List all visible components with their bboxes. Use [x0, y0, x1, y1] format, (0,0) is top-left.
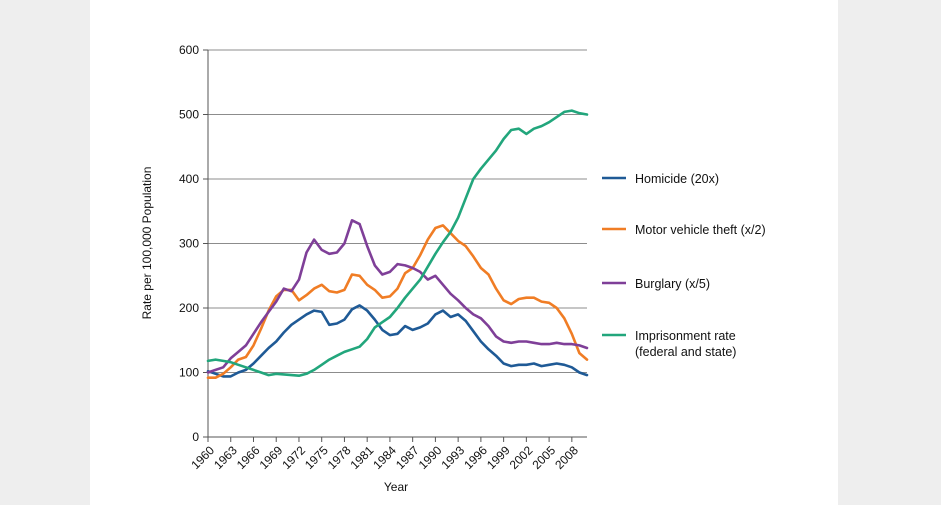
series-line-1 [206, 224, 589, 380]
x-tick-label: 2008 [552, 443, 581, 472]
y-axis-ticks: 0 100 200 300 400 500 600 [179, 43, 208, 444]
x-tick-label: 1966 [234, 443, 263, 472]
x-tick-label: 1996 [461, 443, 490, 472]
y-tick-label: 500 [179, 108, 199, 122]
y-axis-label: Rate per 100,000 Population [140, 167, 154, 320]
x-tick-label: 1987 [393, 443, 422, 472]
legend-label: Homicide (20x) [635, 172, 719, 186]
x-tick-label: 1990 [416, 443, 445, 472]
x-tick-label: 1975 [302, 443, 331, 472]
series-lines [206, 109, 589, 380]
legend-label: Motor vehicle theft (x/2) [635, 223, 766, 237]
x-tick-label: 1960 [188, 443, 217, 472]
x-tick-label: 1972 [279, 443, 308, 472]
x-tick-label: 2005 [529, 443, 558, 472]
x-axis-ticks: 1960196319661969197219751978198119841987… [188, 437, 581, 472]
x-tick-label: 1999 [484, 443, 513, 472]
y-tick-label: 400 [179, 172, 199, 186]
series-line-0 [206, 304, 589, 378]
x-tick-label: 2002 [507, 443, 536, 472]
series-line-2 [206, 219, 589, 374]
chart-page: 0 100 200 300 400 500 600 1960 1963 1966 1969 1972… [90, 0, 838, 505]
x-tick-label: 1984 [370, 443, 399, 472]
legend: Homicide (20x) Motor vehicle theft (x/2) B… [602, 172, 766, 359]
x-tick-label: 1981 [348, 443, 377, 472]
legend-label: (federal and state) [635, 345, 736, 359]
y-tick-label: 200 [179, 301, 199, 315]
x-tick-label: 1969 [257, 443, 286, 472]
legend-label: Burglary (x/5) [635, 277, 710, 291]
series-line-3 [206, 109, 589, 378]
y-tick-label: 100 [179, 366, 199, 380]
gridlines [208, 49, 587, 373]
x-tick-label: 1963 [211, 443, 240, 472]
y-tick-label: 300 [179, 237, 199, 251]
y-tick-label: 600 [179, 43, 199, 57]
y-tick-label: 0 [192, 430, 199, 444]
x-axis-label: Year [384, 480, 408, 494]
x-tick-label: 1993 [438, 443, 467, 472]
line-chart: 0 100 200 300 400 500 600 19601963196619691972… [140, 43, 766, 494]
x-tick-label: 1978 [325, 443, 354, 472]
legend-label: Imprisonment rate [635, 329, 736, 343]
